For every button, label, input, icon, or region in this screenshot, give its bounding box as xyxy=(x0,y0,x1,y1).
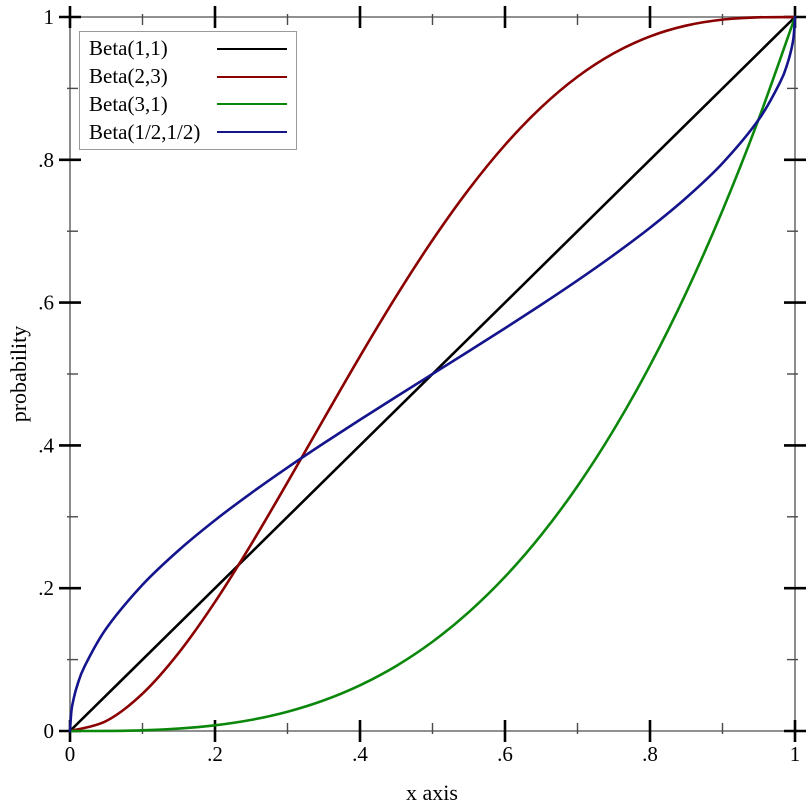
y-axis-title: probability xyxy=(6,326,31,423)
legend-item-0: Beta(1,1) xyxy=(89,38,287,59)
y-tick-label-4: .8 xyxy=(38,148,54,172)
series-curve-3 xyxy=(68,15,797,733)
x-tick-label-3: .6 xyxy=(497,742,513,766)
legend-item-3: Beta(1/2,1/2) xyxy=(89,119,287,144)
x-tick-label-5: 1 xyxy=(790,742,801,766)
legend-item-2: Beta(3,1) xyxy=(89,91,287,116)
x-tick-label-0: 0 xyxy=(65,742,76,766)
legend-item-1: Beta(2,3) xyxy=(89,66,287,87)
series-curve-2 xyxy=(68,15,797,733)
x-tick-label-4: .8 xyxy=(642,742,658,766)
legend-line-sample xyxy=(217,47,287,50)
x-axis-title: x axis xyxy=(406,780,458,805)
legend-line-sample xyxy=(217,131,287,134)
legend-line-sample xyxy=(217,103,287,106)
y-tick-label-2: .4 xyxy=(38,433,54,457)
legend-label: Beta(1/2,1/2) xyxy=(89,119,201,144)
x-tick-label-2: .4 xyxy=(352,742,368,766)
legend: Beta(1,1) Beta(2,3) Beta(3,1) Beta(1/2,1/2) xyxy=(79,31,297,150)
y-tick-label-5: 1 xyxy=(44,5,55,29)
legend-line-sample xyxy=(217,75,287,78)
x-tick-label-1: .2 xyxy=(207,742,223,766)
series-curve-1 xyxy=(68,15,797,733)
legend-label: Beta(1,1) xyxy=(89,36,168,61)
legend-label: Beta(2,3) xyxy=(89,64,168,89)
y-tick-label-0: 0 xyxy=(44,719,55,743)
y-tick-label-1: .2 xyxy=(38,576,54,600)
legend-label: Beta(3,1) xyxy=(89,91,168,116)
y-tick-label-3: .6 xyxy=(38,291,54,315)
